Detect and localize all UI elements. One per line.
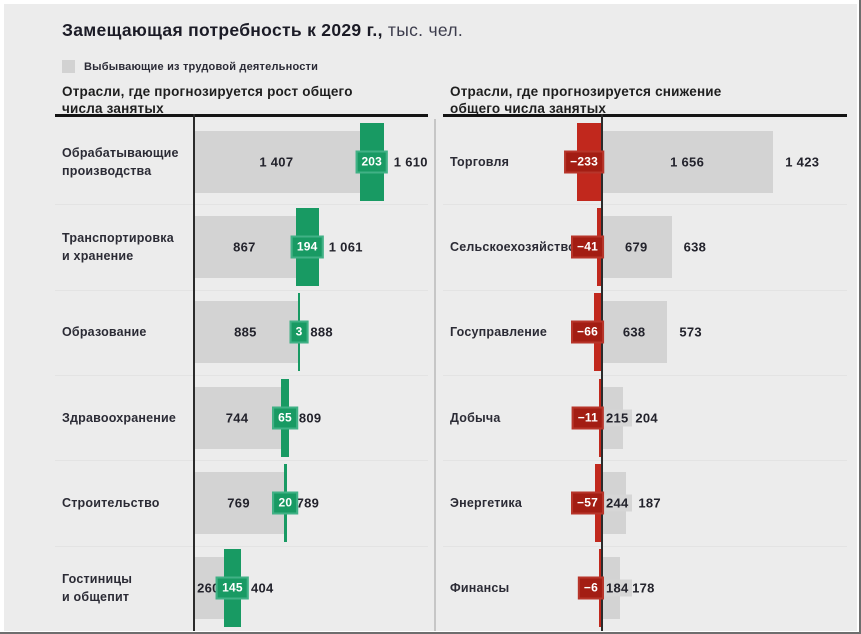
category-label: Здравоохранение: [62, 410, 177, 425]
base-value: 885: [234, 324, 257, 340]
delta-value-badge: −66: [571, 320, 604, 344]
total-value: 1 423: [785, 154, 820, 170]
category-label: Гостиницы и общепит: [62, 572, 133, 605]
chart-column-growth: Отрасли, где прогнозируется рост общего …: [55, 0, 428, 634]
total-value: 204: [635, 410, 658, 426]
total-value: 809: [298, 410, 322, 426]
base-value: 769: [227, 495, 250, 511]
header-underline: [55, 114, 428, 117]
total-value: 1 061: [328, 239, 363, 255]
category-label: Транспортировка и хранение: [62, 230, 174, 263]
industry-row: Образование 885 3 888: [55, 290, 428, 376]
delta-value-badge: −57: [571, 491, 604, 515]
chart-title-unit: тыс. чел.: [387, 20, 464, 40]
category-label: Финансы: [450, 581, 510, 596]
total-value: 573: [679, 324, 702, 340]
legend-swatch-icon: [62, 60, 75, 73]
chart-column-decline: Отрасли, где прогнозируется снижение общ…: [443, 0, 847, 634]
industry-row: Добыча 215 −11 204: [443, 375, 847, 462]
total-value: 789: [296, 495, 320, 511]
delta-value-badge: −41: [571, 235, 604, 259]
category-label: Строительство: [62, 495, 160, 510]
industry-row: Энергетика 244 −57 187: [443, 460, 847, 547]
base-bar: [601, 130, 774, 193]
base-value: 744: [225, 410, 249, 426]
column-header: Отрасли, где прогнозируется рост общего …: [62, 84, 353, 116]
column-header: Отрасли, где прогнозируется снижение общ…: [450, 84, 722, 116]
total-value: 1 610: [393, 154, 428, 170]
industry-row: Сельскоехозяйство 679 −41 638: [443, 204, 847, 291]
delta-value-badge: 203: [355, 150, 389, 174]
base-bar: [601, 301, 668, 364]
industry-row: Строительство 769 20 789: [55, 460, 428, 547]
chart-title: Замещающая потребность к 2029 г., тыс. ч…: [62, 20, 463, 41]
header-underline: [443, 114, 847, 117]
base-value: 260: [197, 580, 220, 596]
industry-row: Обрабатывающие производства 1 407 203 1 610: [55, 119, 428, 206]
category-label: Сельскоехозяйство: [450, 239, 577, 254]
legend-label: Выбывающие из трудовой деятельности: [84, 60, 319, 73]
category-label: Обрабатывающие производства: [62, 145, 179, 178]
delta-value-badge: 65: [272, 406, 298, 430]
axis-line: [193, 114, 195, 631]
category-label: Образование: [62, 325, 147, 340]
total-value: 404: [250, 580, 274, 596]
total-value: 187: [638, 495, 661, 511]
total-value: 178: [632, 580, 655, 596]
base-value: 638: [622, 324, 646, 340]
window-border-bottom: [0, 632, 861, 634]
delta-value-badge: −11: [571, 406, 604, 430]
base-bar: [193, 301, 298, 364]
total-value: 638: [683, 239, 707, 255]
base-bar: [193, 471, 285, 534]
total-value: 888: [310, 324, 333, 340]
category-label: Добыча: [450, 410, 501, 425]
industry-row: Гостиницы и общепит 260 145 404: [55, 546, 428, 631]
delta-value-badge: 3: [289, 320, 309, 344]
category-label: Энергетика: [450, 495, 523, 510]
base-value: 867: [233, 239, 256, 255]
category-label: Госуправление: [450, 325, 548, 340]
delta-value-badge: −6: [577, 576, 604, 600]
base-bar: [193, 215, 296, 278]
chart-title-main: Замещающая потребность к 2029 г.,: [62, 20, 383, 40]
industry-row: Здравоохранение 744 65 809: [55, 375, 428, 462]
delta-value-badge: 194: [290, 235, 324, 259]
industry-row: Финансы 184 −6 178: [443, 546, 847, 631]
delta-value-badge: −233: [564, 150, 604, 174]
delta-value-badge: 145: [216, 576, 249, 600]
industry-row: Торговля 1 656 −233 1 423: [443, 119, 847, 206]
legend: Выбывающие из трудовой деятельности: [62, 60, 318, 73]
base-bar: [193, 130, 360, 193]
base-value: 679: [625, 239, 648, 255]
column-divider: [434, 119, 436, 631]
base-value: 244: [603, 494, 632, 512]
base-bar: [193, 386, 282, 449]
window-border-right: [859, 0, 861, 634]
base-value: 215: [603, 409, 632, 427]
axis-line: [601, 114, 603, 631]
category-label: Торговля: [450, 154, 510, 169]
base-bar: [601, 215, 672, 278]
canvas-background: [4, 4, 857, 631]
base-value: 1 656: [670, 154, 705, 170]
industry-row: Госуправление 638 −66 573: [443, 290, 847, 376]
base-value: 184: [603, 579, 632, 597]
delta-value-badge: 20: [272, 491, 299, 515]
industry-row: Транспортировка и хранение 867 194 1 061: [55, 204, 428, 291]
base-value: 1 407: [259, 154, 294, 170]
